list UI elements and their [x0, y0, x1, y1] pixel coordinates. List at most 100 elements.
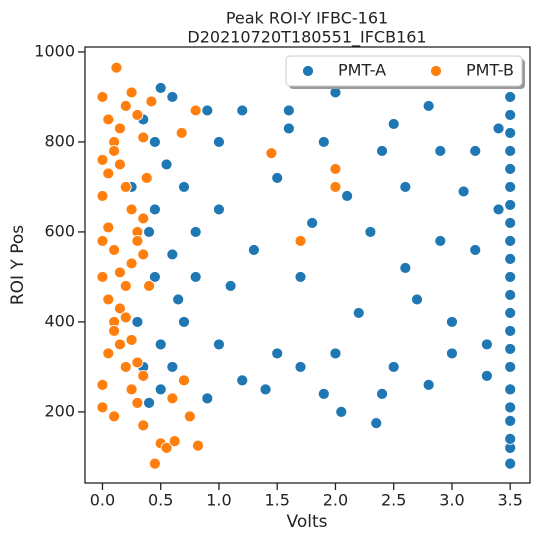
- legend-marker: [430, 65, 442, 77]
- point: [125, 203, 138, 216]
- point: [341, 190, 354, 202]
- y-tick-label: 1000: [34, 41, 75, 60]
- point: [213, 203, 225, 216]
- point: [137, 419, 150, 432]
- point: [160, 158, 173, 171]
- point: [446, 347, 458, 360]
- point: [504, 91, 517, 103]
- point: [422, 379, 435, 391]
- x-tick-label: 1.5: [264, 491, 289, 510]
- point: [213, 136, 225, 148]
- point: [160, 442, 173, 454]
- point: [469, 145, 482, 157]
- point: [504, 253, 517, 265]
- point: [131, 235, 144, 247]
- point: [119, 100, 132, 112]
- point: [504, 289, 517, 301]
- x-tick-label: 0.5: [148, 491, 173, 510]
- point: [102, 167, 115, 180]
- point: [504, 235, 517, 247]
- point: [282, 104, 295, 117]
- point: [504, 109, 517, 121]
- point: [119, 280, 132, 292]
- point: [504, 361, 517, 373]
- point: [504, 401, 517, 414]
- y-tick-label: 800: [44, 131, 75, 150]
- point: [387, 361, 400, 373]
- point: [294, 235, 307, 247]
- point: [504, 307, 517, 319]
- point: [102, 293, 115, 306]
- point: [140, 172, 153, 184]
- point: [236, 104, 249, 117]
- point: [306, 217, 319, 229]
- plot-frame: [84, 46, 531, 484]
- point: [457, 185, 470, 198]
- point: [137, 248, 150, 261]
- point: [166, 248, 179, 261]
- y-axis-label: ROI Y Pos: [8, 225, 28, 305]
- point: [399, 262, 412, 274]
- legend-box: [285, 55, 523, 87]
- point: [114, 266, 126, 279]
- point: [504, 271, 517, 283]
- x-tick-label: 3.0: [439, 491, 464, 510]
- point: [504, 127, 517, 139]
- point: [175, 127, 188, 139]
- point: [168, 435, 181, 448]
- point: [504, 217, 517, 229]
- point: [376, 145, 388, 157]
- point: [108, 325, 121, 337]
- point: [422, 100, 435, 112]
- point: [189, 271, 202, 283]
- point: [137, 131, 150, 144]
- point: [434, 145, 447, 157]
- point: [96, 154, 109, 166]
- point: [504, 343, 517, 355]
- point: [125, 334, 138, 346]
- point: [364, 226, 377, 238]
- x-tick-label: 2.0: [323, 491, 348, 510]
- point: [504, 415, 517, 427]
- point: [96, 401, 109, 414]
- point: [148, 457, 161, 470]
- point: [137, 370, 150, 382]
- point: [189, 104, 202, 117]
- point: [114, 302, 126, 315]
- point: [154, 383, 167, 396]
- point: [108, 145, 121, 157]
- point: [166, 361, 179, 373]
- point: [114, 158, 126, 171]
- point: [352, 307, 365, 319]
- point: [137, 212, 150, 225]
- point: [148, 203, 161, 216]
- y-tick-label: 400: [44, 311, 75, 330]
- point: [504, 145, 517, 157]
- point: [166, 392, 179, 405]
- point: [96, 271, 109, 283]
- point: [125, 86, 138, 99]
- point: [102, 221, 115, 234]
- point: [96, 190, 109, 202]
- point: [492, 203, 505, 216]
- point: [178, 374, 190, 387]
- point: [96, 91, 109, 103]
- chart-title: Peak ROI-Y IFBC-161: [226, 9, 388, 28]
- x-tick-label: 2.5: [381, 491, 406, 510]
- point: [265, 147, 278, 160]
- point: [469, 244, 482, 256]
- point: [131, 397, 144, 409]
- x-tick-label: 1.0: [206, 491, 231, 510]
- x-axis-label: Volts: [287, 512, 328, 532]
- point: [504, 433, 517, 445]
- point: [145, 95, 158, 108]
- point: [335, 406, 348, 418]
- point: [492, 122, 505, 135]
- point: [248, 244, 260, 256]
- point: [370, 417, 383, 430]
- point: [178, 316, 190, 328]
- point: [148, 136, 161, 148]
- point: [119, 361, 132, 373]
- point: [154, 338, 167, 351]
- point: [119, 311, 132, 324]
